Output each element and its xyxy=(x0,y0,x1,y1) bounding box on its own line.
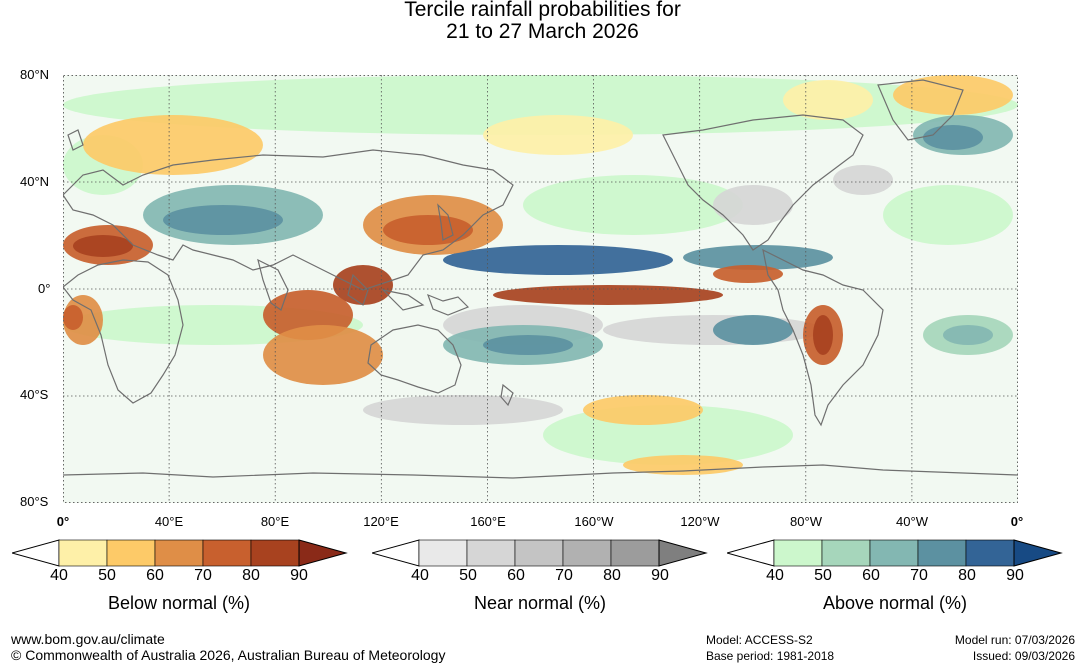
below-tick-90: 90 xyxy=(290,567,308,584)
probability-patch xyxy=(943,325,993,345)
probability-patch xyxy=(163,205,283,235)
below-normal-colorbar xyxy=(12,538,348,568)
probability-patch xyxy=(833,165,893,195)
below-tick-40: 40 xyxy=(50,567,68,584)
near-tick-40: 40 xyxy=(411,567,429,584)
probability-patch xyxy=(683,245,833,270)
model-run-date: Model run: 07/03/2026 xyxy=(954,633,1075,647)
above-tick-70: 70 xyxy=(910,567,928,584)
lon-label-120e: 120°E xyxy=(363,514,399,529)
above-tick-40: 40 xyxy=(766,567,784,584)
near-tick-60: 60 xyxy=(507,567,525,584)
below-normal-title: Below normal (%) xyxy=(107,593,251,613)
probability-patch xyxy=(263,325,383,385)
near-tick-50: 50 xyxy=(459,567,477,584)
map-canvas xyxy=(63,75,1018,503)
probability-patch xyxy=(893,75,1013,115)
above-tick-90: 90 xyxy=(1006,567,1024,584)
greenland-coast xyxy=(877,79,964,141)
africa-coast xyxy=(63,259,184,404)
india-coast xyxy=(257,258,289,311)
south-america-coast xyxy=(762,248,884,427)
probability-patch xyxy=(713,185,793,225)
probability-patch xyxy=(363,395,563,425)
lon-label-80e: 80°E xyxy=(260,514,290,529)
probability-patch xyxy=(73,235,133,257)
bom-url-link[interactable]: www.bom.gov.au/climate xyxy=(11,631,165,647)
near-normal-title: Near normal (%) xyxy=(473,593,607,613)
near-normal-colorbar xyxy=(372,538,708,568)
probability-patch xyxy=(63,305,83,330)
indonesia-coast xyxy=(347,273,470,316)
lon-label-0-left: 0° xyxy=(56,514,70,529)
probability-patch xyxy=(493,285,723,305)
lon-label-40e: 40°E xyxy=(154,514,184,529)
probability-patch xyxy=(483,115,633,155)
probability-patch xyxy=(383,215,473,245)
japan-coast xyxy=(437,203,454,241)
probability-patch xyxy=(713,265,783,283)
chart-title-line1: Tercile rainfall probabilities for xyxy=(404,0,681,21)
chart-title-line2: 21 to 27 March 2026 xyxy=(446,20,639,43)
copyright-text: © Commonwealth of Australia 2026, Austra… xyxy=(11,647,446,663)
probability-patch xyxy=(713,315,793,345)
uk-coast xyxy=(67,129,84,151)
probability-patch xyxy=(783,80,873,120)
probability-patch xyxy=(83,115,263,175)
above-tick-60: 60 xyxy=(862,567,880,584)
probability-patch xyxy=(63,75,1018,135)
lat-label-80n: 80°N xyxy=(20,67,50,82)
lat-label-40n: 40°N xyxy=(20,174,50,189)
below-tick-70: 70 xyxy=(194,567,212,584)
nz-coast xyxy=(500,383,514,407)
lon-label-0-right: 0° xyxy=(1010,514,1024,529)
above-normal-title: Above normal (%) xyxy=(822,593,968,613)
below-tick-50: 50 xyxy=(98,567,116,584)
lon-label-40w: 40°W xyxy=(896,514,928,529)
probability-patch xyxy=(883,185,1013,245)
issued-date: Issued: 09/03/2026 xyxy=(972,649,1075,663)
lon-label-120w: 120°W xyxy=(680,514,720,529)
eurasia-coast xyxy=(63,149,514,291)
north-america-coast xyxy=(662,114,864,251)
probability-patch xyxy=(923,125,983,150)
lon-label-80w: 80°W xyxy=(790,514,822,529)
above-tick-50: 50 xyxy=(814,567,832,584)
below-tick-60: 60 xyxy=(146,567,164,584)
probability-patch xyxy=(523,175,743,235)
probability-patch xyxy=(483,335,573,355)
probability-patch xyxy=(813,315,833,355)
probability-patch xyxy=(443,245,673,275)
lon-label-160e: 160°E xyxy=(470,514,506,529)
near-tick-80: 80 xyxy=(603,567,621,584)
near-tick-70: 70 xyxy=(555,567,573,584)
model-name: Model: ACCESS-S2 xyxy=(706,633,813,647)
below-tick-80: 80 xyxy=(242,567,260,584)
lon-label-160w: 160°W xyxy=(574,514,614,529)
above-tick-80: 80 xyxy=(958,567,976,584)
above-normal-colorbar xyxy=(727,538,1063,568)
near-tick-90: 90 xyxy=(651,567,669,584)
probability-map xyxy=(63,75,1018,503)
lat-label-40s: 40°S xyxy=(20,387,49,402)
lat-label-equator: 0° xyxy=(38,281,51,296)
base-period: Base period: 1981-2018 xyxy=(706,649,835,663)
probability-patch xyxy=(583,395,703,425)
lat-label-80s: 80°S xyxy=(20,494,49,509)
antarctica-coast xyxy=(63,464,1018,479)
